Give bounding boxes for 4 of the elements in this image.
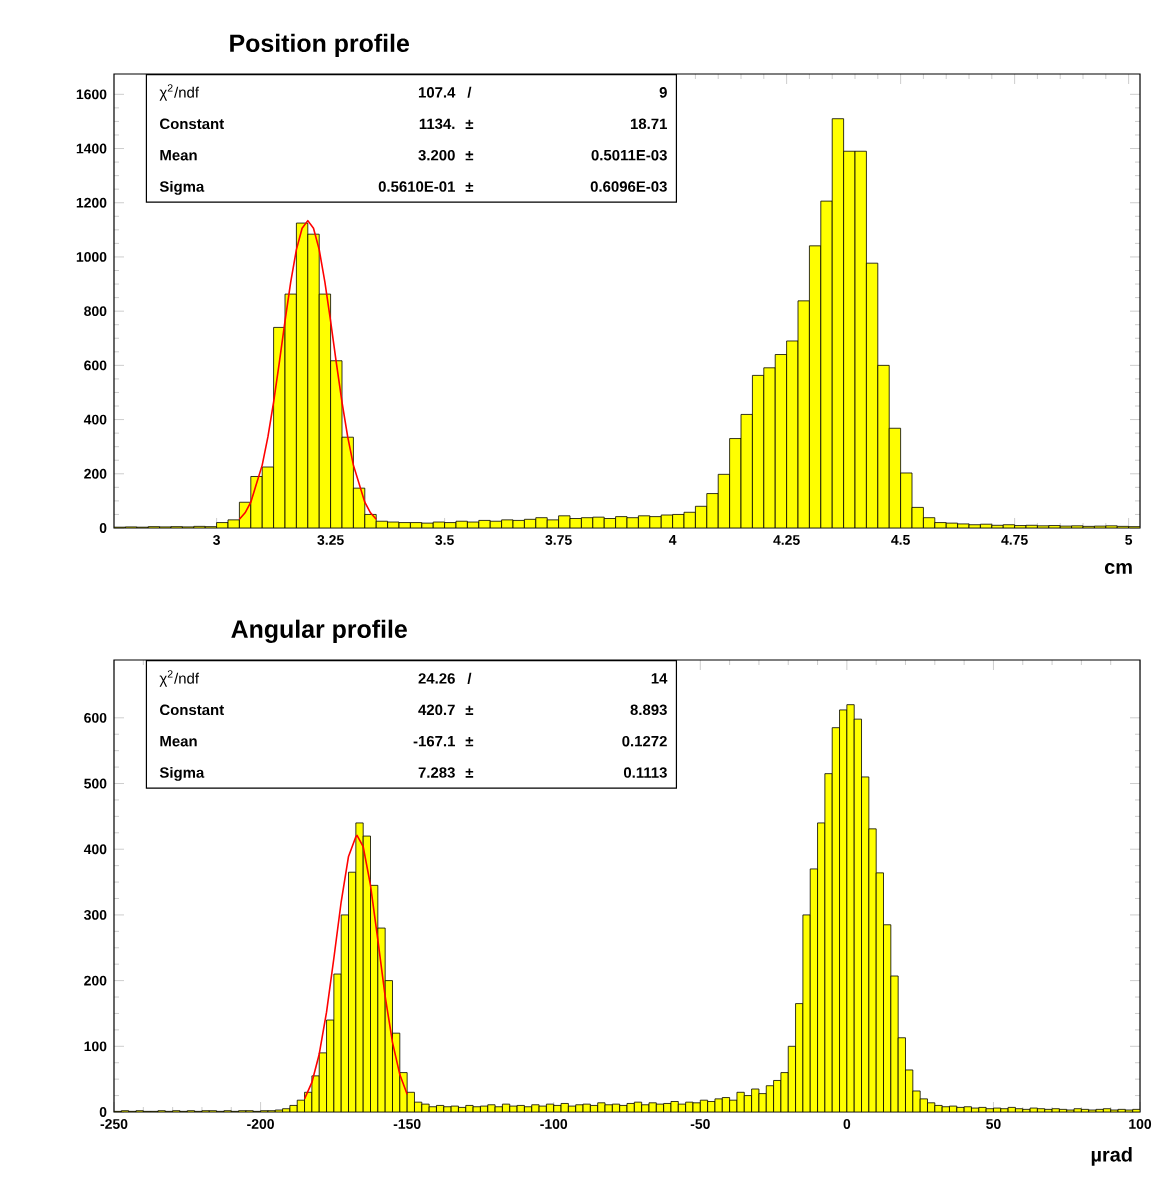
x-axis-title: cm	[1104, 563, 1132, 574]
chart-title: Position profile	[230, 33, 409, 57]
chart-title: Angular profile	[231, 619, 407, 644]
x-axis-title: µrad	[1091, 1147, 1132, 1166]
